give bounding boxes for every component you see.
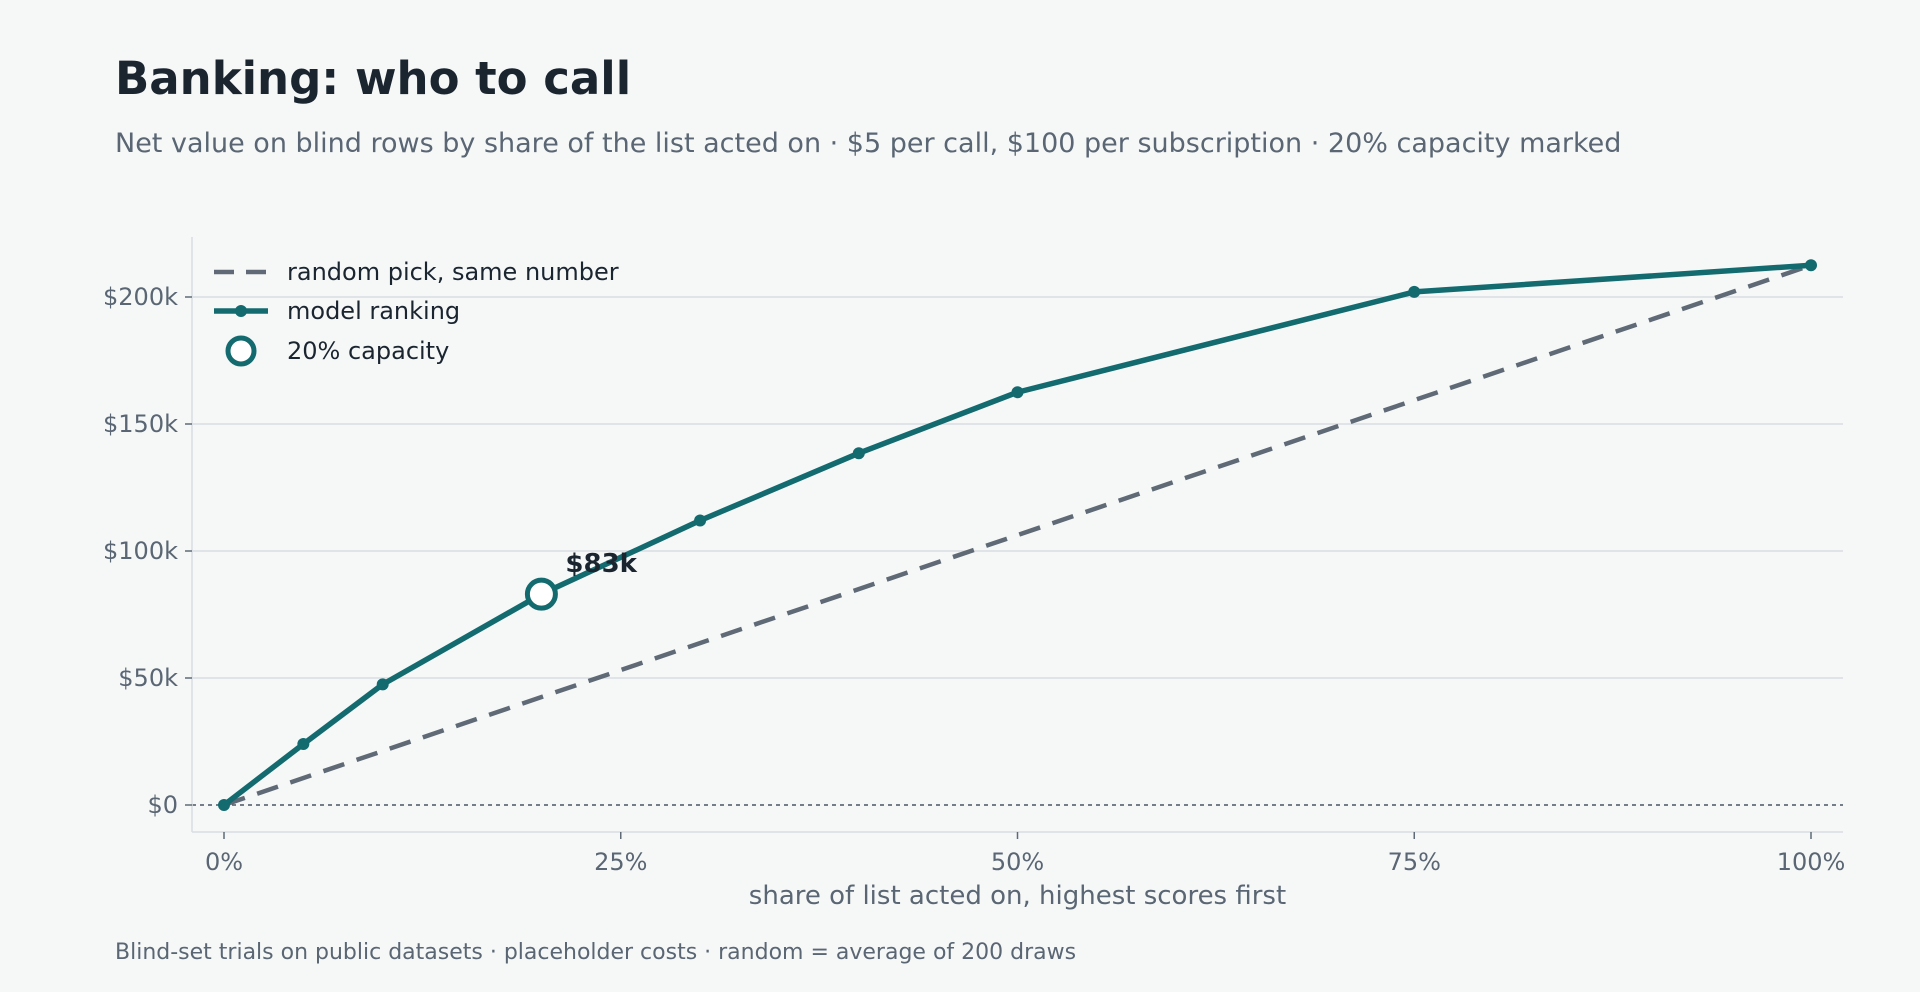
model-ranking-point — [1408, 285, 1421, 298]
capacity-value-label: $83k — [565, 549, 637, 579]
tick-labels: $0 $50k $100k $150k $200k 0% 25% 50% 75% 100% $83k — [103, 283, 1845, 876]
x-tick-label: 25% — [594, 848, 647, 876]
legend-label-model: model ranking — [287, 297, 460, 325]
random-pick-line — [223, 263, 1812, 808]
chart-subtitle: Net value on blind rows by share of the … — [115, 128, 1622, 159]
model-ranking-point — [852, 447, 865, 460]
x-tick-label: 75% — [1388, 848, 1441, 876]
capacity-marker — [524, 577, 558, 611]
y-tick-label: $150k — [103, 410, 178, 438]
x-tick-label: 50% — [991, 848, 1044, 876]
model-ranking-point — [694, 514, 707, 527]
legend-swatch-capacity — [225, 335, 257, 367]
legend-swatch-model-point — [235, 305, 247, 317]
model-ranking-point — [1805, 259, 1817, 272]
x-tick-label: 100% — [1777, 848, 1846, 876]
y-tick-label: $50k — [118, 664, 178, 692]
axes — [185, 237, 1843, 839]
y-tick-label: $200k — [103, 283, 178, 311]
chart-title: Banking: who to call — [115, 52, 632, 105]
legend-label-random: random pick, same number — [287, 258, 619, 286]
footnote: Blind-set trials on public datasets · pl… — [115, 940, 1077, 965]
model-ranking-point — [376, 678, 389, 691]
series — [218, 259, 1817, 811]
model-ranking-point — [218, 799, 230, 811]
grid-lines — [192, 296, 1843, 806]
model-ranking-point — [297, 738, 310, 751]
y-tick-label: $100k — [103, 537, 178, 565]
model-ranking-point — [1011, 386, 1024, 399]
y-tick-label: $0 — [147, 791, 178, 819]
legend: random pick, same number model ranking 20%… — [214, 258, 619, 367]
x-axis-title: share of list acted on, highest scores f… — [749, 881, 1286, 911]
legend-label-capacity: 20% capacity — [287, 337, 449, 365]
x-tick-label: 0% — [205, 848, 243, 876]
